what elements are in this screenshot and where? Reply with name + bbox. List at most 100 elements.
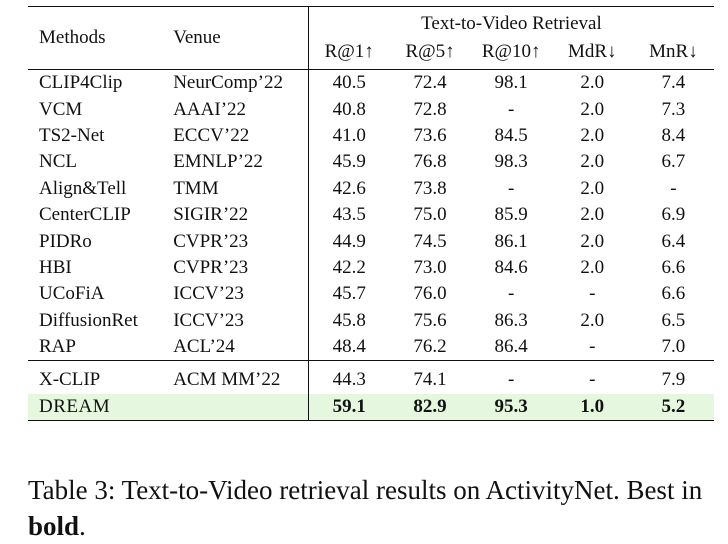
metric-value: 6.4 (661, 230, 686, 252)
metric-value: 86.3 (494, 309, 528, 331)
table-row: RAP ACL’24 48.4 76.2 86.4 - 7.0 (28, 333, 714, 361)
venue: ACM MM’22 (173, 369, 281, 391)
metric-value: 6.7 (661, 151, 686, 173)
metric-value: 2.0 (580, 177, 605, 199)
metric-value: 45.9 (307, 149, 390, 176)
table-row: X-CLIP ACM MM’22 44.3 74.1 - - 7.9 (28, 367, 714, 394)
table-row: CLIP4Clip NeurComp’22 40.5 72.4 98.1 2.0 7.4 (28, 69, 714, 97)
metric-value: - (508, 177, 515, 199)
table-row: VCM AAAI’22 40.8 72.8 - 2.0 7.3 (28, 96, 714, 123)
metric-value: 41.0 (307, 122, 390, 150)
method-name: X-CLIP (39, 369, 101, 391)
metric-value: 84.5 (494, 124, 528, 146)
metric-value: 84.6 (494, 256, 528, 278)
method-name: VCM (39, 98, 83, 120)
metric-value: 6.5 (661, 309, 686, 331)
metric-value: 73.8 (413, 177, 447, 199)
method-name: NCL (39, 151, 77, 173)
method-name: Align&Tell (39, 177, 127, 199)
header-methods: Methods (39, 27, 106, 48)
table-row: HBI CVPR’23 42.2 73.0 84.6 2.0 6.6 (28, 254, 714, 282)
metric-value: 76.0 (413, 283, 447, 305)
metric-value: 45.8 (307, 307, 390, 334)
metric-value: - (508, 283, 515, 305)
caption-end: . (79, 511, 86, 541)
metric-value: 48.4 (307, 333, 390, 361)
metric-value: 8.4 (661, 124, 686, 146)
metric-value: 44.3 (307, 367, 390, 394)
metric-value: - (589, 283, 596, 305)
metric-value: 43.5 (307, 201, 390, 229)
venue: ECCV’22 (173, 124, 250, 146)
metric-value: 75.0 (413, 204, 447, 226)
metric-value: 75.6 (413, 309, 447, 331)
caption-bold: bold (28, 511, 80, 541)
metric-value: 7.9 (661, 369, 686, 391)
metric-value: 73.0 (413, 256, 447, 278)
method-name: CLIP4Clip (39, 72, 123, 94)
header-group-title: Text-to-Video Retrieval (307, 6, 714, 41)
metric-value: 1.0 (551, 393, 633, 421)
method-name: TS2-Net (39, 124, 105, 146)
metric-value: - (670, 177, 677, 199)
group-separator (28, 360, 714, 368)
metric-value: 86.1 (494, 230, 528, 252)
table-row-ours: DREAM 59.1 82.9 95.3 1.0 5.2 (28, 393, 714, 421)
metric-value: 59.1 (307, 393, 390, 421)
metric-value: 73.6 (413, 124, 447, 146)
table-row: TS2-Net ECCV’22 41.0 73.6 84.5 2.0 8.4 (28, 122, 714, 150)
metric-value: 85.9 (494, 204, 528, 226)
metric-value: 86.4 (494, 336, 528, 358)
metric-value: 7.3 (661, 98, 686, 120)
metric-value: 5.2 (632, 393, 714, 421)
venue: TMM (173, 177, 219, 199)
metric-value: 6.9 (661, 204, 686, 226)
venue: AAAI’22 (173, 98, 247, 120)
venue (173, 393, 309, 421)
table-row: NCL EMNLP’22 45.9 76.8 98.3 2.0 6.7 (28, 149, 714, 176)
metric-value: 42.2 (307, 254, 390, 282)
metric-value: 44.9 (307, 228, 390, 255)
metric-value: 2.0 (580, 151, 605, 173)
table-row: UCoFiA ICCV’23 45.7 76.0 - - 6.6 (28, 281, 714, 308)
venue: SIGIR’22 (173, 204, 249, 226)
venue: CVPR’23 (173, 256, 249, 278)
metric-value: 72.8 (413, 98, 447, 120)
metric-value: 95.3 (470, 393, 552, 421)
venue: ICCV’23 (173, 309, 244, 331)
metric-value: 2.0 (580, 72, 605, 94)
metric-value: 40.5 (307, 69, 390, 97)
metric-value: 74.5 (413, 230, 447, 252)
method-name: PIDRo (39, 230, 92, 252)
metric-value: 98.3 (494, 151, 528, 173)
metric-value: 45.7 (307, 281, 390, 308)
header-metric-r5: R@5↑ (405, 41, 455, 62)
metric-value: 2.0 (580, 124, 605, 146)
metric-value: 7.0 (661, 336, 686, 358)
metric-value: 2.0 (580, 98, 605, 120)
metric-value: 2.0 (580, 204, 605, 226)
metric-value: - (508, 369, 515, 391)
metric-value: 2.0 (580, 256, 605, 278)
table-caption: Table 3: Text-to-Video retrieval results… (28, 472, 728, 544)
table-row: DiffusionRet ICCV’23 45.8 75.6 86.3 2.0 6.5 (28, 307, 714, 334)
metric-value: 76.2 (413, 336, 447, 358)
results-table-container: Methods Venue Text-to-Video Retrieval R@… (28, 6, 714, 421)
table-row: Align&Tell TMM 42.6 73.8 - 2.0 - (28, 175, 714, 202)
metric-value: - (508, 98, 515, 120)
caption-text: Table 3: Text-to-Video retrieval results… (28, 475, 703, 505)
venue: CVPR’23 (173, 230, 249, 252)
metric-value: 7.4 (661, 72, 686, 94)
method-name: UCoFiA (39, 283, 105, 305)
metric-value: 2.0 (580, 309, 605, 331)
metric-value: 2.0 (580, 230, 605, 252)
metric-value: 74.1 (413, 369, 447, 391)
metric-value: 6.6 (661, 256, 686, 278)
metric-value: - (589, 369, 596, 391)
results-table: Methods Venue Text-to-Video Retrieval R@… (28, 6, 714, 421)
method-name: RAP (39, 336, 76, 358)
metric-value: 98.1 (494, 72, 528, 94)
table-row: CenterCLIP SIGIR’22 43.5 75.0 85.9 2.0 6.9 (28, 201, 714, 229)
metric-value: 76.8 (413, 151, 447, 173)
method-name: DiffusionRet (39, 309, 138, 331)
